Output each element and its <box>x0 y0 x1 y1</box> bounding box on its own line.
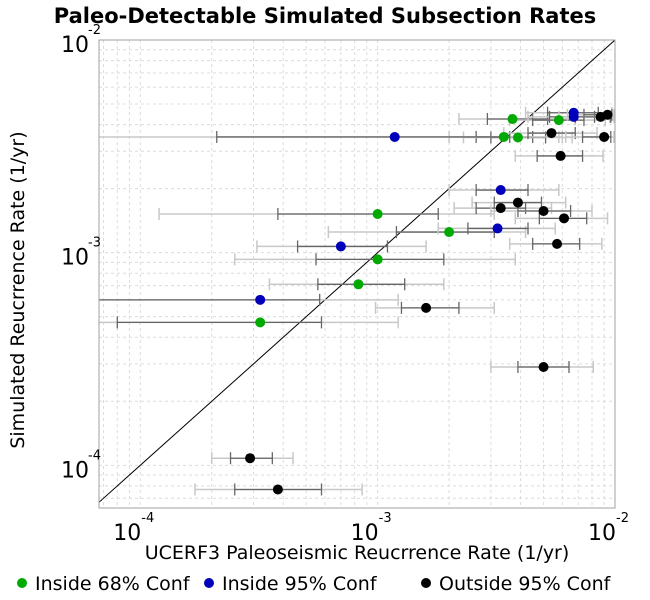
data-point <box>372 208 383 219</box>
data-point <box>553 115 564 126</box>
legend-label: Inside 68% Conf <box>35 573 191 595</box>
x-tick-label: 10 <box>351 521 379 546</box>
y-tick-labels: 10-410-310-2 <box>61 23 101 483</box>
data-point <box>546 128 557 139</box>
legend: Inside 68% Conf Inside 95% Conf Outside 95… <box>17 573 612 595</box>
data-point <box>538 361 549 372</box>
data-points <box>245 107 613 495</box>
plot-frame <box>98 39 616 509</box>
legend-label: Inside 95% Conf <box>222 573 378 595</box>
y-tick-exponent: -2 <box>88 23 101 38</box>
legend-marker <box>204 578 214 588</box>
x-tick-exponent: -3 <box>379 511 392 526</box>
legend-label: Outside 95% Conf <box>439 573 612 595</box>
x-tick-label: 10 <box>588 521 616 546</box>
data-point <box>559 213 570 224</box>
data-point <box>599 131 610 142</box>
data-point <box>568 111 579 122</box>
y-tick-exponent: -4 <box>88 448 101 463</box>
legend-marker <box>421 578 431 588</box>
data-point <box>255 317 266 328</box>
data-point <box>372 254 383 265</box>
data-point <box>335 241 346 252</box>
data-point <box>444 227 455 238</box>
y-axis-label: Simulated Reucrrence Rate (1/yr) <box>7 131 29 448</box>
data-point <box>353 279 364 290</box>
x-tick-labels: 10-410-310-2 <box>113 511 629 546</box>
data-point <box>507 114 518 125</box>
data-point <box>595 111 606 122</box>
data-point <box>498 131 509 142</box>
data-point <box>552 238 563 249</box>
grid-lines <box>99 39 616 508</box>
data-point <box>272 484 283 495</box>
y-tick-label: 10 <box>61 458 89 483</box>
x-tick-label: 10 <box>113 521 141 546</box>
x-axis-label: UCERF3 Paleoseismic Reucrrence Rate (1/y… <box>145 542 570 564</box>
data-point <box>512 132 523 143</box>
data-point <box>512 197 523 208</box>
y-tick-exponent: -3 <box>88 236 101 251</box>
data-point <box>255 294 266 305</box>
legend-marker <box>17 578 27 588</box>
x-tick-exponent: -2 <box>616 511 629 526</box>
plot-area <box>99 40 615 508</box>
data-point <box>495 185 506 196</box>
data-point <box>421 302 432 313</box>
y-tick-label: 10 <box>61 246 89 271</box>
data-point <box>495 203 506 214</box>
y-tick-label: 10 <box>61 33 89 58</box>
x-tick-exponent: -4 <box>141 511 154 526</box>
chart-title: Paleo-Detectable Simulated Subsection Ra… <box>54 4 596 28</box>
plot-background <box>99 40 615 508</box>
data-point <box>538 206 549 217</box>
data-point <box>555 150 566 161</box>
data-point <box>492 223 503 234</box>
data-point <box>389 131 400 142</box>
data-point <box>245 453 256 464</box>
